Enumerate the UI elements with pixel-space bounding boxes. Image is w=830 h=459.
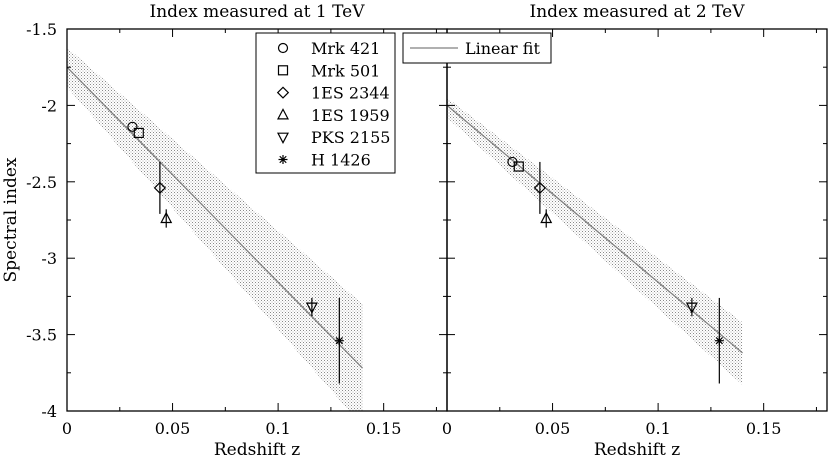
data-point-marker bbox=[133, 127, 144, 139]
x-tick-label: 0.1 bbox=[645, 419, 670, 438]
panel-1tev: Index measured at 1 TeV Spectral index R… bbox=[1, 2, 448, 459]
legend-entry-label: H 1426 bbox=[311, 151, 371, 170]
data-point-marker bbox=[685, 302, 698, 314]
y-tick-label: -1.5 bbox=[26, 20, 57, 39]
data-point bbox=[685, 302, 698, 314]
legend-entries: Mrk 421 Mrk 501 1ES 2344 1ES 1959 PKS 2155 H … bbox=[276, 39, 390, 170]
x-tick-label: 0.05 bbox=[155, 419, 191, 438]
data-point-marker-stroke bbox=[715, 337, 723, 345]
plot-area-1tev: 0 0.05 0.1 0.15 -1.5 -2 -2.5 -3 -3.5 -4 bbox=[26, 20, 448, 438]
plot-frame bbox=[446, 28, 828, 412]
data-point bbox=[160, 211, 173, 224]
x-axis-label-1tev: Redshift z bbox=[214, 440, 300, 459]
data-point bbox=[540, 211, 553, 224]
data-point-marker bbox=[127, 121, 138, 132]
legend-entry-label: 1ES 2344 bbox=[311, 84, 390, 103]
data-point-marker bbox=[153, 181, 167, 195]
legend-marker-square bbox=[277, 65, 289, 76]
fit-legend: Linear fit bbox=[402, 32, 552, 64]
data-point-marker bbox=[160, 211, 173, 224]
x-tick-label: 0 bbox=[62, 419, 72, 438]
data-point bbox=[714, 336, 724, 346]
legend-marker-diamond bbox=[276, 86, 290, 99]
data-point bbox=[334, 336, 344, 346]
confidence-band bbox=[447, 97, 743, 386]
confidence-band bbox=[67, 47, 363, 411]
plot-area-2tev: 0 0.05 0.1 0.15 bbox=[442, 28, 828, 438]
data-point bbox=[133, 127, 144, 139]
legend-entry-label: Mrk 421 bbox=[311, 39, 380, 58]
legend-entry: 1ES 2344 bbox=[276, 84, 390, 103]
data-point bbox=[513, 161, 524, 172]
data-point-marker bbox=[540, 211, 553, 224]
data-point-marker bbox=[533, 181, 547, 195]
legend-marker-star bbox=[278, 155, 288, 164]
legend-entry: Mrk 501 bbox=[277, 61, 380, 80]
data-point bbox=[153, 181, 167, 195]
y-tick-label: -2.5 bbox=[26, 173, 57, 192]
legend-entry: PKS 2155 bbox=[277, 128, 390, 147]
data-point bbox=[305, 302, 318, 314]
legend-marker-star-stroke bbox=[279, 155, 287, 164]
y-tick-label: -4 bbox=[41, 402, 57, 421]
panel-2tev: Index measured at 2 TeV Redshift z 0 0.05… bbox=[442, 2, 828, 459]
legend-entry: 1ES 1959 bbox=[277, 106, 390, 125]
data-point bbox=[533, 181, 547, 195]
x-tick-label: 0.15 bbox=[746, 419, 782, 438]
legend-marker-circle bbox=[277, 42, 289, 54]
legend-box bbox=[255, 32, 396, 174]
y-tick-label: -2 bbox=[41, 96, 57, 115]
legend-marker-triangle-down bbox=[277, 132, 289, 144]
x-tick-label: 0.15 bbox=[366, 419, 402, 438]
legend-entry-label: Mrk 501 bbox=[311, 61, 380, 80]
data-point bbox=[127, 121, 138, 132]
legend-entry-label: 1ES 1959 bbox=[311, 106, 390, 125]
fit-line bbox=[66, 66, 364, 369]
data-point-marker bbox=[714, 336, 724, 346]
legend-entry-label: PKS 2155 bbox=[311, 128, 390, 147]
legend-entry: Mrk 421 bbox=[277, 39, 380, 58]
x-axis-label-2tev: Redshift z bbox=[594, 440, 680, 459]
y-tick-label: -3.5 bbox=[26, 326, 57, 345]
x-tick-label: 0 bbox=[442, 419, 452, 438]
x-tick-label: 0.05 bbox=[535, 419, 571, 438]
x-tick-label: 0.1 bbox=[265, 419, 290, 438]
panel-title-1tev: Index measured at 1 TeV bbox=[149, 2, 365, 22]
fit-legend-label: Linear fit bbox=[465, 39, 540, 58]
y-axis-label: Spectral index bbox=[1, 157, 21, 282]
legend-entry: H 1426 bbox=[278, 151, 371, 170]
y-tick-label: -3 bbox=[41, 249, 57, 268]
legend-marker-triangle-up bbox=[277, 108, 289, 120]
data-point-marker bbox=[334, 336, 344, 346]
data-point-marker bbox=[513, 161, 524, 172]
legend: Mrk 421 Mrk 501 1ES 2344 1ES 1959 PKS 2155 H … bbox=[255, 32, 396, 174]
panel-title-2tev: Index measured at 2 TeV bbox=[529, 2, 745, 22]
data-point-marker-stroke bbox=[335, 337, 343, 345]
data-point-marker bbox=[305, 302, 318, 314]
fit-line bbox=[446, 104, 743, 354]
